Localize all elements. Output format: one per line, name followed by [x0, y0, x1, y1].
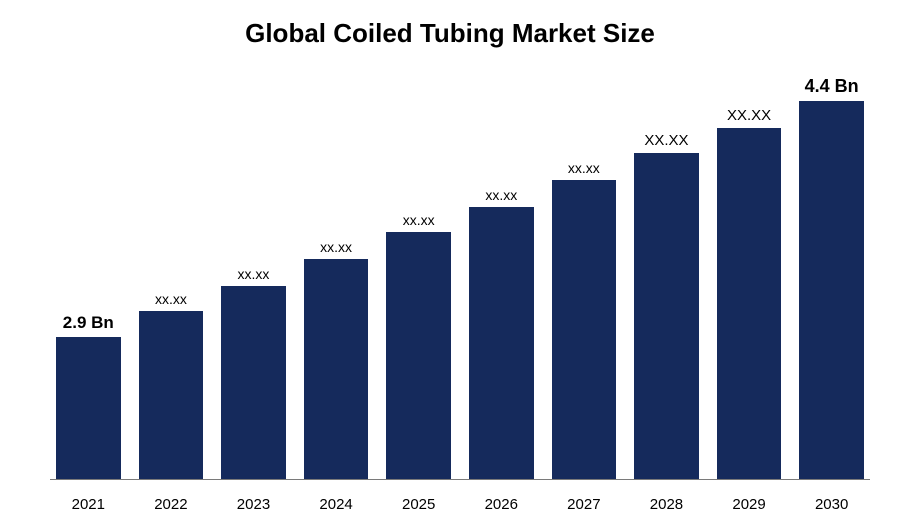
bar-2021	[56, 337, 121, 479]
x-tick: 2028	[634, 496, 699, 513]
x-tick: 2022	[139, 496, 204, 513]
bar-2027	[552, 180, 617, 479]
bar-slot: xx.xx	[552, 70, 617, 479]
x-axis: 2021 2022 2023 2024 2025 2026 2027 2028 …	[50, 496, 870, 513]
x-tick: 2030	[799, 496, 864, 513]
bar-value-label: xx.xx	[155, 291, 187, 307]
x-tick: 2027	[552, 496, 617, 513]
bar-2029	[717, 128, 782, 479]
bar-2026	[469, 207, 534, 479]
x-tick: 2025	[386, 496, 451, 513]
bar-slot: xx.xx	[469, 70, 534, 479]
bar-slot: XX.XX	[634, 70, 699, 479]
bar-value-label: 2.9 Bn	[63, 313, 114, 333]
bar-slot: xx.xx	[139, 70, 204, 479]
x-tick: 2029	[717, 496, 782, 513]
bar-2022	[139, 311, 204, 479]
bar-2030	[799, 101, 864, 479]
x-tick: 2021	[56, 496, 121, 513]
bar-slot: XX.XX	[717, 70, 782, 479]
bar-value-label: xx.xx	[320, 239, 352, 255]
bars-container: 2.9 Bn xx.xx xx.xx xx.xx xx.xx xx.xx xx.…	[50, 70, 870, 479]
bar-slot: 4.4 Bn	[799, 70, 864, 479]
chart-title: Global Coiled Tubing Market Size	[0, 0, 900, 49]
bar-value-label: xx.xx	[485, 187, 517, 203]
bar-slot: 2.9 Bn	[56, 70, 121, 479]
bar-value-label: xx.xx	[238, 266, 270, 282]
bar-value-label: XX.XX	[727, 107, 771, 124]
bar-2024	[304, 259, 369, 479]
bar-2028	[634, 153, 699, 479]
bar-value-label: 4.4 Bn	[805, 76, 859, 97]
chart-plot-area: 2.9 Bn xx.xx xx.xx xx.xx xx.xx xx.xx xx.…	[50, 70, 870, 480]
bar-slot: xx.xx	[304, 70, 369, 479]
bar-slot: xx.xx	[386, 70, 451, 479]
bar-value-label: xx.xx	[403, 212, 435, 228]
x-tick: 2026	[469, 496, 534, 513]
bar-2025	[386, 232, 451, 479]
bar-value-label: xx.xx	[568, 160, 600, 176]
bar-slot: xx.xx	[221, 70, 286, 479]
x-tick: 2023	[221, 496, 286, 513]
bar-2023	[221, 286, 286, 479]
bar-value-label: XX.XX	[644, 132, 688, 149]
x-tick: 2024	[304, 496, 369, 513]
